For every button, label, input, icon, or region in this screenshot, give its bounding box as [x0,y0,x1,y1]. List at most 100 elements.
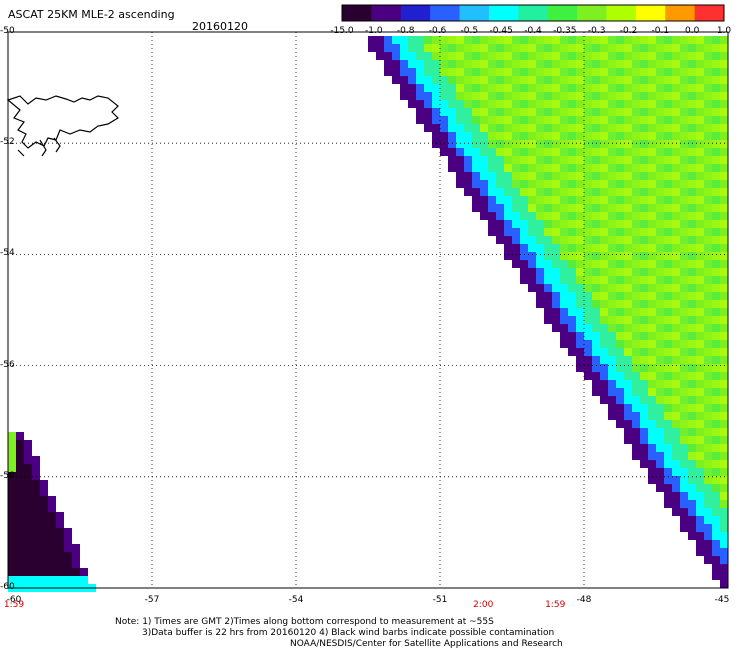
swath-cell [616,116,624,124]
swath-cell [456,164,464,172]
swath-cell [408,52,416,60]
swath-cell [472,204,480,212]
swath-cell [504,84,512,92]
swath-cell [688,100,696,108]
swath-cell [624,108,632,116]
swath-cell [480,156,488,164]
swath-cell [696,60,704,68]
swath-cell [560,108,568,116]
swath-cell [560,260,568,268]
swath-cell [616,388,624,396]
swath-cell [600,188,608,196]
swath-cell [544,276,552,284]
swath-cell [632,324,640,332]
swath-cell [616,308,624,316]
colorbar-label: 0.0 [684,26,700,36]
swath-cell [408,100,416,108]
swath-cell [624,348,632,356]
swath-cell [648,244,656,252]
coastline-falkland [6,95,119,157]
swath-cell [616,44,624,52]
swath-cell [584,68,592,76]
swath-cell [592,260,600,268]
colorbar-label: -0.45 [489,26,513,36]
swath-cell [568,260,576,268]
swath-cell [624,140,632,148]
swath-cell [688,516,696,524]
swath-cell [48,576,56,584]
swath-cell [520,148,528,156]
swath-cell [648,92,656,100]
swath-cell [640,460,648,468]
swath-cell [480,100,488,108]
swath-cell [456,60,464,68]
swath-cell [712,284,720,292]
swath-cell [680,108,688,116]
swath-cell [640,380,648,388]
swath-cell [632,180,640,188]
swath-cell [568,132,576,140]
swath-cell [712,116,720,124]
swath-cell [712,300,720,308]
swath-cell [600,316,608,324]
swath-cell [696,292,704,300]
swath-cell [520,116,528,124]
swath-cell [664,76,672,84]
swath-cell [80,568,88,576]
swath-cell [640,236,648,244]
swath-cell [568,188,576,196]
swath-cell [544,92,552,100]
swath-cell [424,100,432,108]
swath-cell [536,52,544,60]
swath-cell [640,204,648,212]
swath-cell [592,276,600,284]
swath-cell [456,132,464,140]
swath-cell [720,572,728,580]
colorbar-segment [635,5,666,21]
swath-cell [520,220,528,228]
swath-cell [616,332,624,340]
map-title: ASCAT 25KM MLE-2 ascending [8,8,175,21]
colorbar-label: -0.6 [428,26,447,36]
swath-cell [680,60,688,68]
swath-cell [648,436,656,444]
swath-cell [712,492,720,500]
swath-cell [624,132,632,140]
swath-cell [448,156,456,164]
swath-cell [552,116,560,124]
swath-cell [632,76,640,84]
swath-cell [712,292,720,300]
swath-cell [656,380,664,388]
swath-cell [584,340,592,348]
swath-cell [720,580,728,588]
swath-cell [464,76,472,84]
swath-cell [720,540,728,548]
swath-cell [24,544,32,552]
swath-cell [680,92,688,100]
swath-cell [592,84,600,92]
swath-cell [592,180,600,188]
swath-cell [512,116,520,124]
swath-cell [712,516,720,524]
swath-cell [664,196,672,204]
swath-cell [512,236,520,244]
swath-cell [592,372,600,380]
swath-cell [624,260,632,268]
swath-cell [624,332,632,340]
swath-cell [512,52,520,60]
swath-cell [624,172,632,180]
swath-cell [608,228,616,236]
swath-cell [600,332,608,340]
swath-cell [632,420,640,428]
swath-cell [528,108,536,116]
swath-cell [616,300,624,308]
swath-cell [656,308,664,316]
swath-cell [696,516,704,524]
swath-cell [696,324,704,332]
swath-cell [664,132,672,140]
swath-cell [712,524,720,532]
swath-cell [504,236,512,244]
swath-cell [600,364,608,372]
swath-cell [664,324,672,332]
swath-cell [408,36,416,44]
